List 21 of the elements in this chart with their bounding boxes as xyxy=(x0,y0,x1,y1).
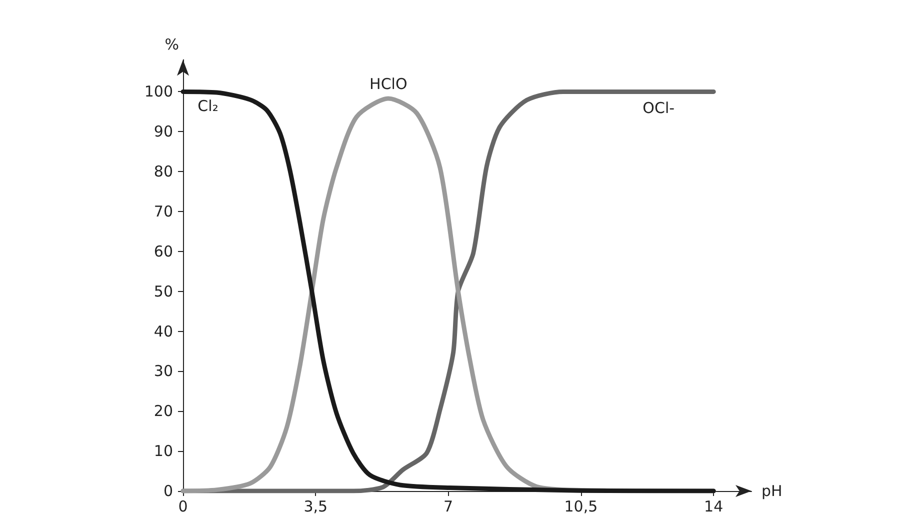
y-tick-label: 40 xyxy=(154,322,173,340)
y-tick-label: 90 xyxy=(154,122,173,141)
y-tick-label: 0 xyxy=(163,482,173,500)
y-tick-label: 10 xyxy=(154,442,173,460)
y-axis-title: % xyxy=(164,35,179,54)
series-label: Cl₂ xyxy=(198,97,218,116)
x-tick-label: 14 xyxy=(704,498,724,516)
y-tick-label: 100 xyxy=(144,82,173,101)
x-axis-title: pH xyxy=(762,482,782,500)
x-tick-label: 10,5 xyxy=(564,498,598,516)
y-tick-label: 20 xyxy=(154,402,173,420)
y-tick-label: 30 xyxy=(154,362,173,380)
y-tick-label: 70 xyxy=(154,202,173,220)
series-label: OCl- xyxy=(642,99,675,118)
x-tick-label: 3,5 xyxy=(304,498,328,516)
x-tick-label: 7 xyxy=(444,498,454,516)
y-tick-label: 60 xyxy=(154,242,173,260)
series-label: HClO xyxy=(370,74,408,93)
y-tick-label: 50 xyxy=(154,282,173,300)
x-tick-label: 0 xyxy=(178,498,188,516)
y-tick-label: 80 xyxy=(154,162,173,181)
